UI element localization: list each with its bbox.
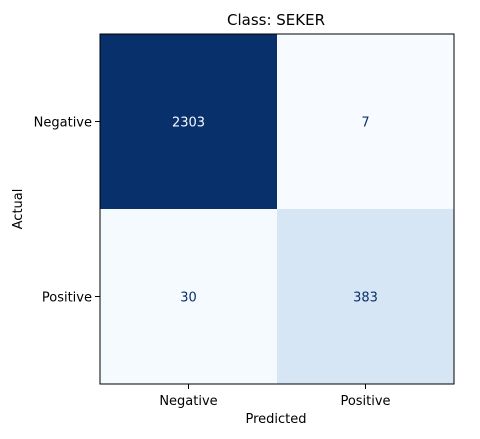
heatmap-cell-r0-c0 — [100, 34, 277, 209]
cell-value-r0-c1: 7 — [361, 116, 369, 131]
plot-frame — [99, 33, 455, 385]
heatmap-cell-labels: 2303 7 30 383 — [172, 116, 378, 306]
x-axis-ticks: Negative Positive — [159, 384, 391, 409]
cell-value-r1-c1: 383 — [353, 291, 378, 306]
heatmap-cell-r1-c0 — [100, 209, 277, 384]
y-tick-label-1: Positive — [42, 291, 92, 306]
x-tick-label-0: Negative — [159, 394, 217, 409]
heatmap-cells — [100, 34, 454, 384]
heatmap-cell-r1-c1 — [277, 209, 454, 384]
cell-value-r0-c0: 2303 — [172, 116, 205, 131]
x-axis-label: Predicted — [245, 412, 306, 427]
heatmap-cell-r0-c1 — [277, 34, 454, 209]
x-tick-label-1: Positive — [340, 394, 390, 409]
y-axis-label: Actual — [11, 189, 26, 230]
y-tick-label-0: Negative — [34, 116, 92, 131]
cell-value-r1-c0: 30 — [180, 291, 197, 306]
y-axis-ticks: Negative Positive — [34, 116, 100, 306]
chart-title: Class: SEKER — [227, 11, 325, 29]
